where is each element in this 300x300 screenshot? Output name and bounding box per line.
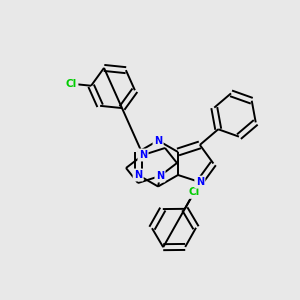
Text: Cl: Cl: [188, 187, 200, 197]
Text: N: N: [139, 150, 147, 160]
Text: N: N: [156, 171, 164, 181]
Text: N: N: [134, 170, 142, 180]
Text: N: N: [154, 136, 162, 146]
Text: Cl: Cl: [66, 79, 77, 89]
Text: N: N: [196, 177, 204, 187]
